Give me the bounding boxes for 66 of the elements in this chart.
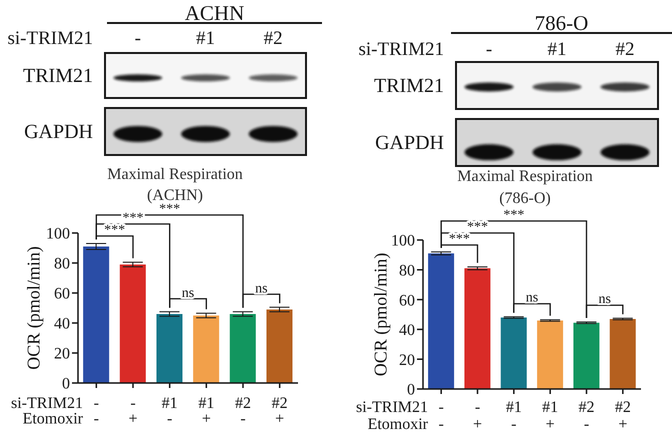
chart-title: Maximal Respiration (786-O)	[457, 168, 593, 207]
x-tick-label: - -	[94, 395, 99, 428]
annotation: ns	[598, 292, 611, 308]
text: ***	[467, 220, 488, 235]
x-tick-label: #1 -	[162, 395, 178, 428]
bar	[266, 310, 292, 383]
text: ACHN	[184, 1, 244, 25]
bar	[156, 314, 182, 383]
text: 786-O	[534, 11, 588, 35]
bar	[537, 320, 564, 389]
bar	[464, 268, 490, 389]
annotation: ***	[448, 232, 470, 247]
category-label: GAPDH	[24, 120, 93, 142]
annotation: ns	[182, 286, 194, 301]
text: ***	[503, 208, 524, 223]
category-label: #1	[548, 39, 566, 60]
y-tick-label: 80	[399, 262, 415, 280]
bar	[610, 318, 636, 389]
bar	[193, 316, 220, 383]
category-label: -	[486, 39, 492, 60]
x-tick-label: - +	[472, 399, 482, 433]
text: si-TRIM21	[8, 28, 93, 49]
bar	[500, 317, 527, 389]
category-label: TRIM21	[374, 74, 444, 96]
annotation: ns	[526, 290, 538, 306]
x-axis-title: si-TRIM21 Etomoxir	[356, 399, 429, 433]
category-label: #2	[616, 39, 634, 60]
bar	[83, 246, 110, 383]
x-tick-label: #2 +	[614, 399, 631, 433]
x-tick-label: #2 -	[578, 399, 594, 433]
chart-title: Maximal Respiration (ACHN)	[107, 165, 243, 204]
category-label: #2	[264, 28, 283, 49]
y-tick-label: 20	[54, 346, 70, 363]
y-tick-label: 0	[407, 382, 415, 399]
y-tick-label: 40	[399, 322, 415, 340]
x-tick-label: - +	[128, 395, 138, 428]
y-axis-title: OCR (pmol/min)	[23, 246, 44, 370]
x-tick-label: #1 -	[506, 399, 522, 433]
x-tick-label: #1 +	[542, 399, 558, 433]
annotation: ***	[104, 223, 126, 238]
bar	[573, 322, 600, 389]
y-tick-label: 20	[399, 352, 415, 369]
y-tick-label: 0	[62, 376, 70, 393]
x-tick-label: #2 -	[235, 395, 251, 428]
y-tick-label: 60	[54, 286, 70, 303]
annotation: ns	[255, 281, 268, 296]
category-label: TRIM21	[23, 64, 93, 86]
category-label: #1	[196, 28, 215, 49]
y-tick-label: 40	[54, 316, 70, 333]
x-axis-title: si-TRIM21 Etomoxir	[11, 395, 84, 428]
x-tick-label: #1 +	[198, 395, 214, 428]
y-tick-label: 60	[399, 292, 415, 310]
y-tick-label: 100	[46, 226, 70, 243]
text: ***	[122, 211, 144, 226]
bar	[428, 253, 454, 389]
category-label: -	[134, 28, 141, 49]
bar	[230, 314, 256, 383]
y-tick-label: 80	[54, 256, 70, 273]
x-tick-label: #2 +	[272, 395, 288, 428]
text: ***	[159, 202, 180, 217]
bar	[120, 264, 146, 383]
text: si-TRIM21	[358, 39, 444, 60]
y-tick-label: 100	[391, 232, 415, 250]
x-tick-label: - -	[438, 399, 444, 433]
category-label: GAPDH	[375, 132, 444, 154]
y-axis-title: OCR (pmol/min)	[370, 252, 390, 376]
